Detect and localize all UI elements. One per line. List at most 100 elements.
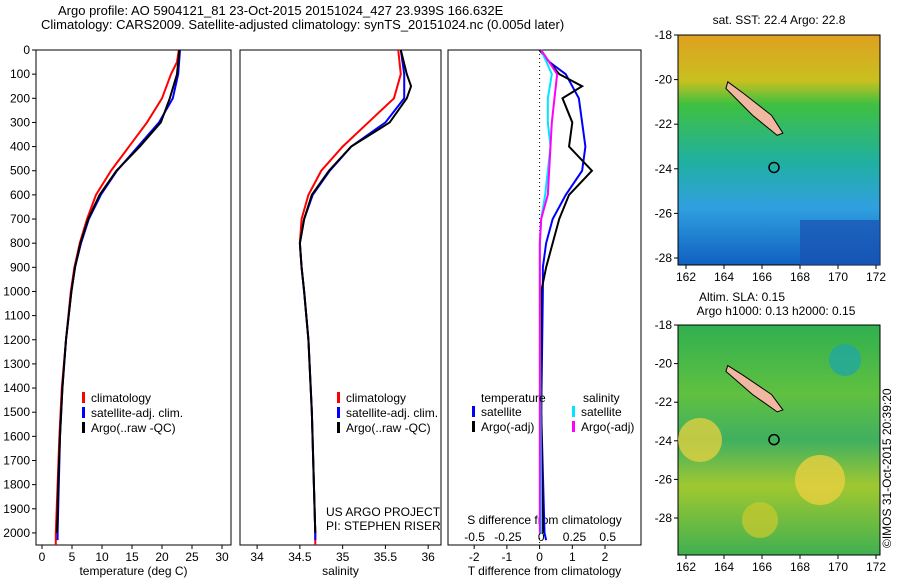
y-tick-label: 1200 xyxy=(3,333,30,347)
lat-tick-label: -24 xyxy=(655,434,673,448)
x-axis-label: temperature (deg C) xyxy=(79,564,187,578)
title-line-1: Argo profile: AO 5904121_81 23-Oct-2015 … xyxy=(58,3,504,18)
lat-tick-label: -20 xyxy=(655,357,673,371)
lat-tick-label: -22 xyxy=(655,395,673,409)
x-tick-label: 30 xyxy=(215,550,229,564)
sla-blob xyxy=(678,418,722,462)
lon-tick-label: 166 xyxy=(752,270,772,284)
y-tick-label: 1800 xyxy=(3,478,30,492)
lon-tick-label: 162 xyxy=(676,560,696,574)
legend-swatch xyxy=(472,406,475,417)
legend-label: Argo(..raw -QC) xyxy=(346,421,431,435)
y-tick-label: 100 xyxy=(10,67,30,81)
lat-tick-label: -26 xyxy=(655,206,673,220)
x-tick-label: 34.5 xyxy=(288,550,312,564)
legend-swatch xyxy=(572,421,575,432)
legend-swatch xyxy=(337,422,340,433)
y-tick-label: 0 xyxy=(23,43,30,57)
lat-tick-label: -20 xyxy=(655,73,673,87)
y-tick-label: 600 xyxy=(10,188,30,202)
line-argo xyxy=(56,49,181,533)
sla-map-subtitle: Argo h1000: 0.13 h2000: 0.15 xyxy=(697,304,856,318)
line-t-satellite xyxy=(538,49,587,541)
lon-tick-label: 170 xyxy=(828,560,848,574)
legend-label: satellite xyxy=(481,405,522,419)
legend-label: Argo(-adj) xyxy=(581,420,634,434)
lon-tick-label: 168 xyxy=(790,560,810,574)
lon-tick-label: 164 xyxy=(714,560,734,574)
lon-tick-label: 172 xyxy=(866,270,886,284)
sst-map-title: sat. SST: 22.4 Argo: 22.8 xyxy=(713,13,846,27)
x-tick-label: 15 xyxy=(125,550,139,564)
sla-blob xyxy=(795,455,845,505)
lon-tick-label: 162 xyxy=(676,270,696,284)
x-tick-label: 1 xyxy=(569,550,576,564)
legend-swatch xyxy=(82,407,85,418)
y-tick-label: 900 xyxy=(10,260,30,274)
lat-tick-label: -18 xyxy=(655,28,673,42)
s-tick-label: 0.5 xyxy=(599,530,616,544)
x-tick-label: -2 xyxy=(469,550,480,564)
sla-blob xyxy=(742,502,778,538)
lat-tick-label: -22 xyxy=(655,117,673,131)
line-s-argo xyxy=(538,49,559,533)
plot-frame-differences xyxy=(447,49,642,546)
y-tick-label: 1000 xyxy=(3,284,30,298)
legend-swatch xyxy=(572,406,575,417)
sla-map-title: Altim. SLA: 0.15 xyxy=(699,290,785,304)
s-tick-label: 0 xyxy=(538,530,545,544)
legend-label: Argo(..raw -QC) xyxy=(91,421,176,435)
lat-tick-label: -28 xyxy=(655,511,673,525)
y-tick-label: 1400 xyxy=(3,381,30,395)
x-tick-label: 36 xyxy=(421,550,435,564)
lon-tick-label: 170 xyxy=(828,270,848,284)
x-tick-label: 0 xyxy=(39,550,46,564)
y-tick-label: 1700 xyxy=(3,453,30,467)
legend-label: satellite-adj. clim. xyxy=(91,406,183,420)
legend-swatch xyxy=(82,422,85,433)
x-tick-label: 10 xyxy=(95,550,109,564)
x-tick-label: 20 xyxy=(155,550,169,564)
y-tick-label: 200 xyxy=(10,91,30,105)
s-tick-label: -0.25 xyxy=(494,530,522,544)
y-tick-label: 2000 xyxy=(3,526,30,540)
line-argo xyxy=(298,49,413,533)
lat-tick-label: -24 xyxy=(655,162,673,176)
lat-tick-label: -26 xyxy=(655,472,673,486)
legend-swatch xyxy=(337,392,340,403)
lon-tick-label: 172 xyxy=(866,560,886,574)
credit-text: ©IMOS 31-Oct-2015 20:39:20 xyxy=(880,388,894,548)
y-tick-label: 300 xyxy=(10,115,30,129)
legend-temperature-header: temperature xyxy=(481,391,546,405)
sla-blob xyxy=(829,344,861,376)
x-tick-label: 35 xyxy=(336,550,350,564)
y-tick-label: 500 xyxy=(10,164,30,178)
new-caledonia-island xyxy=(725,364,784,413)
y-tick-label: 1300 xyxy=(3,357,30,371)
new-caledonia-island xyxy=(725,81,784,136)
y-tick-label: 1900 xyxy=(3,502,30,516)
argo-position-marker xyxy=(768,433,780,446)
x-tick-label: 2 xyxy=(602,550,609,564)
lon-tick-label: 166 xyxy=(752,560,772,574)
legend-swatch xyxy=(82,392,85,403)
project-label: US ARGO PROJECT xyxy=(326,505,441,519)
plot-frame-salinity xyxy=(239,49,442,546)
legend-swatch xyxy=(337,407,340,418)
title-line-2: Climatology: CARS2009. Satellite-adjuste… xyxy=(41,17,565,32)
sst-cold-patch xyxy=(800,220,880,265)
legend-label: climatology xyxy=(91,391,151,405)
map-0 xyxy=(674,34,881,269)
x-axis-label: salinity xyxy=(322,564,359,578)
s-tick-label: -0.5 xyxy=(464,530,485,544)
y-tick-label: 400 xyxy=(10,140,30,154)
x-tick-label: 5 xyxy=(69,550,76,564)
x-tick-label: 25 xyxy=(185,550,199,564)
lon-tick-label: 164 xyxy=(714,270,734,284)
legend-swatch xyxy=(472,421,475,432)
plot-frame-temperature xyxy=(35,49,232,546)
x-tick-label: 34 xyxy=(250,550,264,564)
lat-tick-label: -18 xyxy=(655,318,673,332)
y-tick-label: 1100 xyxy=(4,309,30,323)
